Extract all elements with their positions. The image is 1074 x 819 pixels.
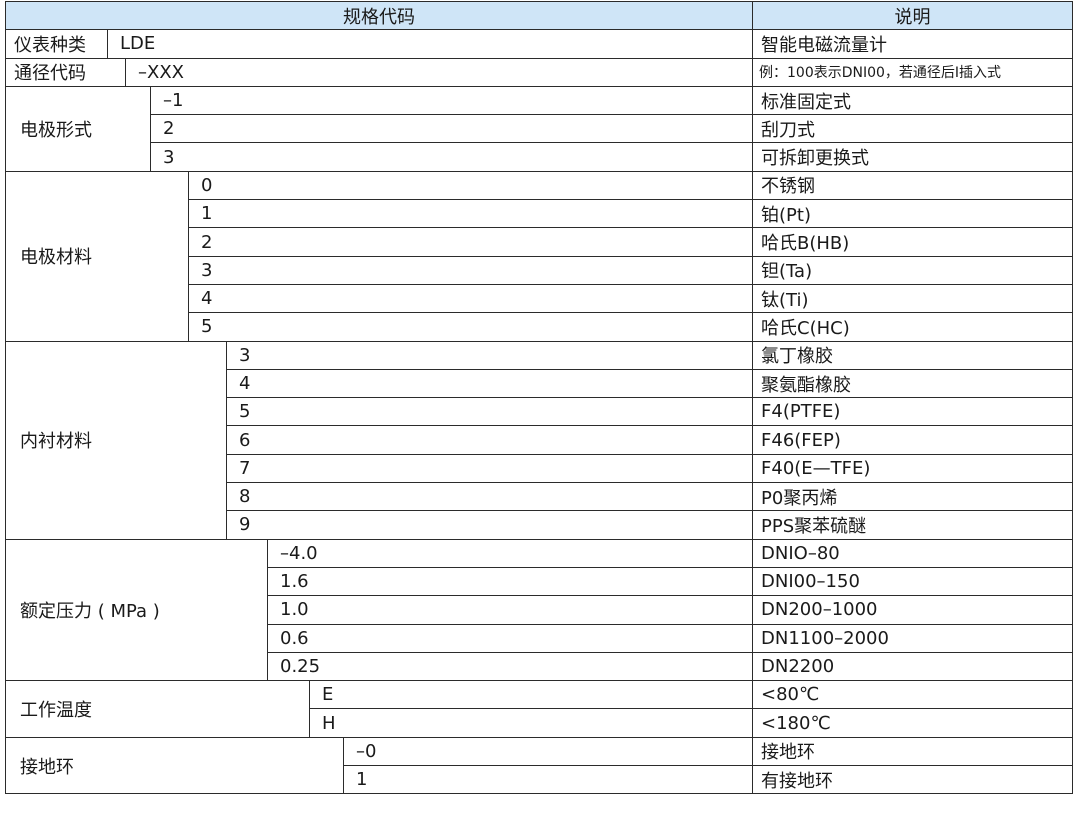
description-cell: 钽(Ta) bbox=[752, 255, 1074, 285]
description-cell: DN2200 bbox=[752, 651, 1074, 682]
code-cell: 1.0 bbox=[266, 595, 754, 625]
code-cell: E bbox=[308, 680, 754, 710]
table-row: 电极形式 –1 标准固定式 bbox=[5, 85, 1074, 172]
group-label: 工作温度 bbox=[5, 680, 310, 738]
code-cell: 3 bbox=[225, 340, 754, 370]
table-row: 4 聚氨酯橡胶 bbox=[6, 368, 1074, 399]
code-cell: 2 bbox=[187, 227, 754, 257]
code-cell: 5 bbox=[187, 312, 754, 342]
description-cell: 不锈钢 bbox=[752, 170, 1074, 201]
description-cell: DN1100–2000 bbox=[752, 623, 1074, 653]
code-cell: 1 bbox=[187, 199, 754, 229]
table-row: 9 PPS聚苯硫醚 bbox=[6, 510, 1074, 540]
code-cell: 4 bbox=[187, 283, 754, 314]
table-row: 6 F46(FEP) bbox=[6, 425, 1074, 455]
group-label: 内衬材料 bbox=[5, 340, 227, 540]
table-row: 3 钽(Ta) bbox=[6, 255, 1074, 285]
table-row: 电极材料 0 不锈钢 bbox=[5, 170, 1074, 342]
code-cell: LDE bbox=[106, 29, 754, 59]
description-cell: 刮刀式 bbox=[752, 114, 1074, 144]
description-cell: DNIO–80 bbox=[752, 538, 1074, 568]
group-label: 仪表种类 bbox=[5, 29, 108, 59]
table-row: 3 可拆卸更换式 bbox=[6, 142, 1074, 172]
code-cell: –XXX bbox=[124, 57, 754, 87]
code-cell: 2 bbox=[149, 114, 754, 144]
spec-code-table: 规格代码 说明 仪表种类 LDE 智能电磁流量计 通径代码 –XXX 例：100表示DNI… bbox=[4, 0, 1074, 795]
description-cell: 钛(Ti) bbox=[752, 283, 1074, 314]
table-row: 1.0 DN200–1000 bbox=[6, 595, 1074, 625]
table-row: H <180℃ bbox=[6, 708, 1074, 738]
code-cell: 5 bbox=[225, 397, 754, 427]
description-cell: F40(E—TFE) bbox=[752, 453, 1074, 484]
description-cell: <180℃ bbox=[752, 708, 1074, 738]
group-label: 接地环 bbox=[5, 736, 344, 795]
group-label: 电极形式 bbox=[5, 85, 151, 172]
table-row: 4 钛(Ti) bbox=[6, 283, 1074, 314]
table-row: 额定压力 ( MPa ) –4.0 DNIO–80 bbox=[5, 538, 1074, 682]
code-cell: 0 bbox=[187, 170, 754, 201]
description-cell: 例：100表示DNI00，若通径后I插入式 bbox=[752, 57, 1074, 87]
table-row: 5 F4(PTFE) bbox=[6, 397, 1074, 427]
code-cell: H bbox=[308, 708, 754, 738]
description-cell: DN200–1000 bbox=[752, 595, 1074, 625]
description-cell: 标准固定式 bbox=[752, 85, 1074, 116]
description-cell: 哈氏C(HC) bbox=[752, 312, 1074, 342]
code-cell: –0 bbox=[342, 736, 754, 767]
table-row: 8 P0聚丙烯 bbox=[6, 482, 1074, 512]
table-row: 5 哈氏C(HC) bbox=[6, 312, 1074, 342]
table-row: 内衬材料 3 氯丁橡胶 bbox=[5, 340, 1074, 540]
description-header: 说明 bbox=[752, 0, 1074, 31]
table-row: 1.6 DNI00–150 bbox=[6, 566, 1074, 597]
table-row: 接地环 –0 接地环 bbox=[5, 736, 1074, 795]
code-cell: 3 bbox=[187, 255, 754, 285]
code-cell: 1.6 bbox=[266, 566, 754, 597]
table-row: 1 有接地环 bbox=[6, 765, 1074, 795]
description-cell: 可拆卸更换式 bbox=[752, 142, 1074, 172]
table-row: 2 哈氏B(HB) bbox=[6, 227, 1074, 257]
description-cell: 铂(Pt) bbox=[752, 199, 1074, 229]
description-cell: 氯丁橡胶 bbox=[752, 340, 1074, 370]
code-cell: 4 bbox=[225, 368, 754, 399]
code-cell: 1 bbox=[342, 765, 754, 795]
description-cell: P0聚丙烯 bbox=[752, 482, 1074, 512]
code-cell: –4.0 bbox=[266, 538, 754, 568]
code-cell: 7 bbox=[225, 453, 754, 484]
table-row: 仪表种类 LDE 智能电磁流量计 bbox=[5, 29, 1074, 59]
table-row: 通径代码 –XXX 例：100表示DNI00，若通径后I插入式 bbox=[5, 57, 1074, 87]
table-row: 0.25 DN2200 bbox=[6, 651, 1074, 682]
group-label: 额定压力 ( MPa ) bbox=[5, 538, 268, 682]
description-cell: PPS聚苯硫醚 bbox=[752, 510, 1074, 540]
spec-code-header: 规格代码 bbox=[4, 0, 754, 31]
description-cell: 有接地环 bbox=[752, 765, 1074, 795]
code-cell: 3 bbox=[149, 142, 754, 172]
description-cell: 接地环 bbox=[752, 736, 1074, 767]
code-cell: 0.6 bbox=[266, 623, 754, 653]
description-cell: F4(PTFE) bbox=[752, 397, 1074, 427]
group-label: 电极材料 bbox=[5, 170, 189, 342]
code-cell: 9 bbox=[225, 510, 754, 540]
table-row: 2 刮刀式 bbox=[6, 114, 1074, 144]
table-row: 工作温度 E <80℃ bbox=[5, 680, 1074, 738]
code-cell: 8 bbox=[225, 482, 754, 512]
code-cell: 0.25 bbox=[266, 651, 754, 682]
code-cell: 6 bbox=[225, 425, 754, 455]
description-cell: 聚氨酯橡胶 bbox=[752, 368, 1074, 399]
group-label: 通径代码 bbox=[5, 57, 126, 87]
description-cell: <80℃ bbox=[752, 680, 1074, 710]
description-cell: DNI00–150 bbox=[752, 566, 1074, 597]
table-row: 0.6 DN1100–2000 bbox=[6, 623, 1074, 653]
code-cell: –1 bbox=[149, 85, 754, 116]
description-cell: 智能电磁流量计 bbox=[752, 29, 1074, 59]
description-cell: F46(FEP) bbox=[752, 425, 1074, 455]
header-row: 规格代码 说明 bbox=[4, 0, 1074, 31]
table-row: 7 F40(E—TFE) bbox=[6, 453, 1074, 484]
description-cell: 哈氏B(HB) bbox=[752, 227, 1074, 257]
